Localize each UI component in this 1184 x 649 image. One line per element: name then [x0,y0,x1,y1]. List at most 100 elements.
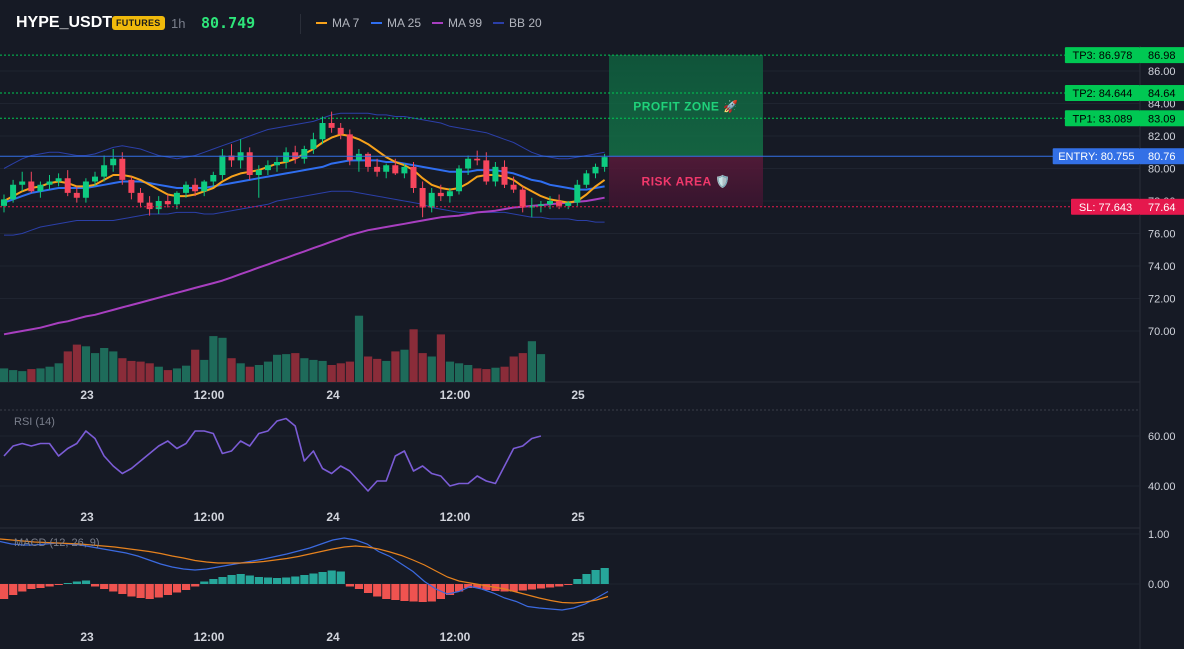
volume-bar [509,356,518,382]
macd-tick-label: 1.00 [1148,529,1169,541]
macd-histogram-bar [400,584,409,601]
volume-bar [482,369,491,382]
legend-ma25[interactable]: MA 25 [371,16,421,30]
price-tick-label: 76.00 [1148,229,1176,241]
macd-histogram-bar [391,584,400,600]
candle-body [210,175,217,182]
candle-body [82,181,89,198]
legend-label: BB 20 [509,16,542,30]
candle-body [19,181,26,185]
candle-body [492,166,499,182]
volume-bar [209,336,218,382]
symbol-label[interactable]: HYPE_USDT [16,14,113,31]
macd-histogram-bar [145,584,154,599]
volume-bar [9,370,18,382]
volume-bar [145,363,154,382]
volume-bar [263,361,273,382]
candle-body [264,165,271,171]
macd-histogram-bar [418,584,427,602]
candle-body [328,123,335,128]
volume-bar [273,354,282,382]
entry-axis-tag [1140,148,1184,165]
price-tick-label: 82.00 [1148,131,1176,143]
macd-histogram-bar [291,576,300,584]
volume-bar [36,368,45,382]
volume-bar [427,356,436,382]
candle-body [574,184,581,203]
candle-body [583,173,590,185]
time-tick-label: 12:00 [440,630,471,644]
macd-histogram-bar [45,584,54,587]
entry-axis-value: 80.76 [1148,151,1176,163]
candle-body [183,184,189,193]
volume-bar [300,358,309,382]
volume-bar [282,354,291,382]
time-tick-label: 24 [326,388,340,402]
macd-histogram-bar [473,584,482,588]
macd-histogram-bar [518,584,527,591]
volume-bar [127,360,136,382]
tp1-axis-tag [1140,110,1184,127]
macd-histogram-bar [573,579,582,584]
volume-bar [45,366,54,382]
profit-zone-label: PROFIT ZONE 🚀 [633,100,738,114]
candle-body [410,166,417,188]
macd-histogram-bar [109,584,118,592]
candle-body [565,202,572,206]
volume-bar [291,353,300,382]
macd-histogram-bar [318,572,327,584]
candle-body [255,170,262,175]
legend-label: MA 25 [387,16,422,30]
macd-histogram-bar [582,574,591,584]
candle-body [28,181,35,192]
macd-histogram-bar [0,584,9,599]
macd-histogram-bar [218,577,227,584]
legend-ma7[interactable]: MA 7 [316,16,359,30]
volume-bar [154,366,163,382]
candle-body [37,184,44,192]
legend-ma99[interactable]: MA 99 [432,16,482,30]
volume-bar [27,369,36,382]
candle-body [510,184,517,190]
candle-body [101,165,108,177]
macd-histogram-bar [182,584,191,590]
macd-histogram-bar [282,577,291,584]
candle-body [456,168,462,192]
volume-bar [373,358,382,382]
candle-body [547,201,553,205]
time-tick-label: 25 [571,388,585,402]
volume-bar [236,363,245,382]
candle-body [465,158,472,169]
macd-histogram-bar [227,575,236,584]
macd-histogram-bar [9,584,18,595]
candle-body [292,152,299,159]
macd-tick-label: 0.00 [1148,579,1169,591]
macd-histogram-bar [409,584,418,602]
candle-body [55,178,62,182]
legend-bb20[interactable]: BB 20 [493,16,542,30]
macd-histogram-bar [327,570,336,584]
time-tick-label: 25 [571,510,585,524]
tp1-label-tag [1064,110,1140,127]
bb-upper-line [3,112,605,169]
last-price: 80.749 [201,14,256,32]
time-tick-label: 23 [80,510,94,524]
macd-histogram-bar [200,581,209,584]
volume-bar [318,360,327,382]
macd-histogram-bar [600,568,609,584]
macd-histogram-bar [509,584,518,592]
time-tick-label: 12:00 [194,630,225,644]
timeframe-label[interactable]: 1h [171,16,186,31]
macd-histogram-bar [482,584,491,590]
candle-body [10,184,17,200]
candle-body [146,202,153,210]
volume-bar [118,358,127,382]
candle-body [1,199,7,206]
volume-bar [91,353,100,382]
volume-bar [245,366,254,382]
risk-zone [609,156,763,207]
tp3-label-tag [1064,47,1140,64]
volume-bar [518,353,527,382]
entry-label-text: ENTRY: 80.755 [1058,151,1134,163]
